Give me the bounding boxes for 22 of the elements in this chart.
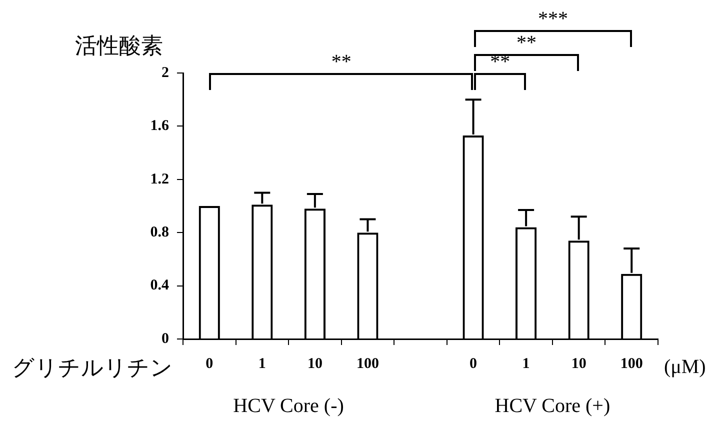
x-tick-label: 1 [522,356,530,372]
text: (μM) [664,356,706,379]
x-tick-label: 10 [307,356,322,372]
y-axis-title: 活性酸素 [75,33,163,61]
y-tick-label: 0.4 [150,278,170,294]
x-tick-label: 1 [258,356,266,372]
x-tick-label: 10 [571,356,586,372]
text: ** [516,32,537,55]
x-tick-label: 100 [620,356,643,372]
y-tick-label: 0.8 [150,224,169,240]
y-tick-label: 1.6 [150,118,170,134]
annotation: ** [331,51,352,74]
text: HCV Core (-) [233,395,344,418]
y-tick-label: 1.2 [150,171,169,188]
x-tick-label: 100 [356,356,379,372]
text: HCV Core (+) [494,395,610,418]
x-tick-label: 0 [470,356,478,372]
y-tick-label: 0 [162,330,169,347]
text: *** [538,8,568,31]
x-tick-label: 0 [206,356,214,372]
y-tick-label: 2 [162,64,169,81]
x-axis-title: グリチルリチン [12,355,173,383]
